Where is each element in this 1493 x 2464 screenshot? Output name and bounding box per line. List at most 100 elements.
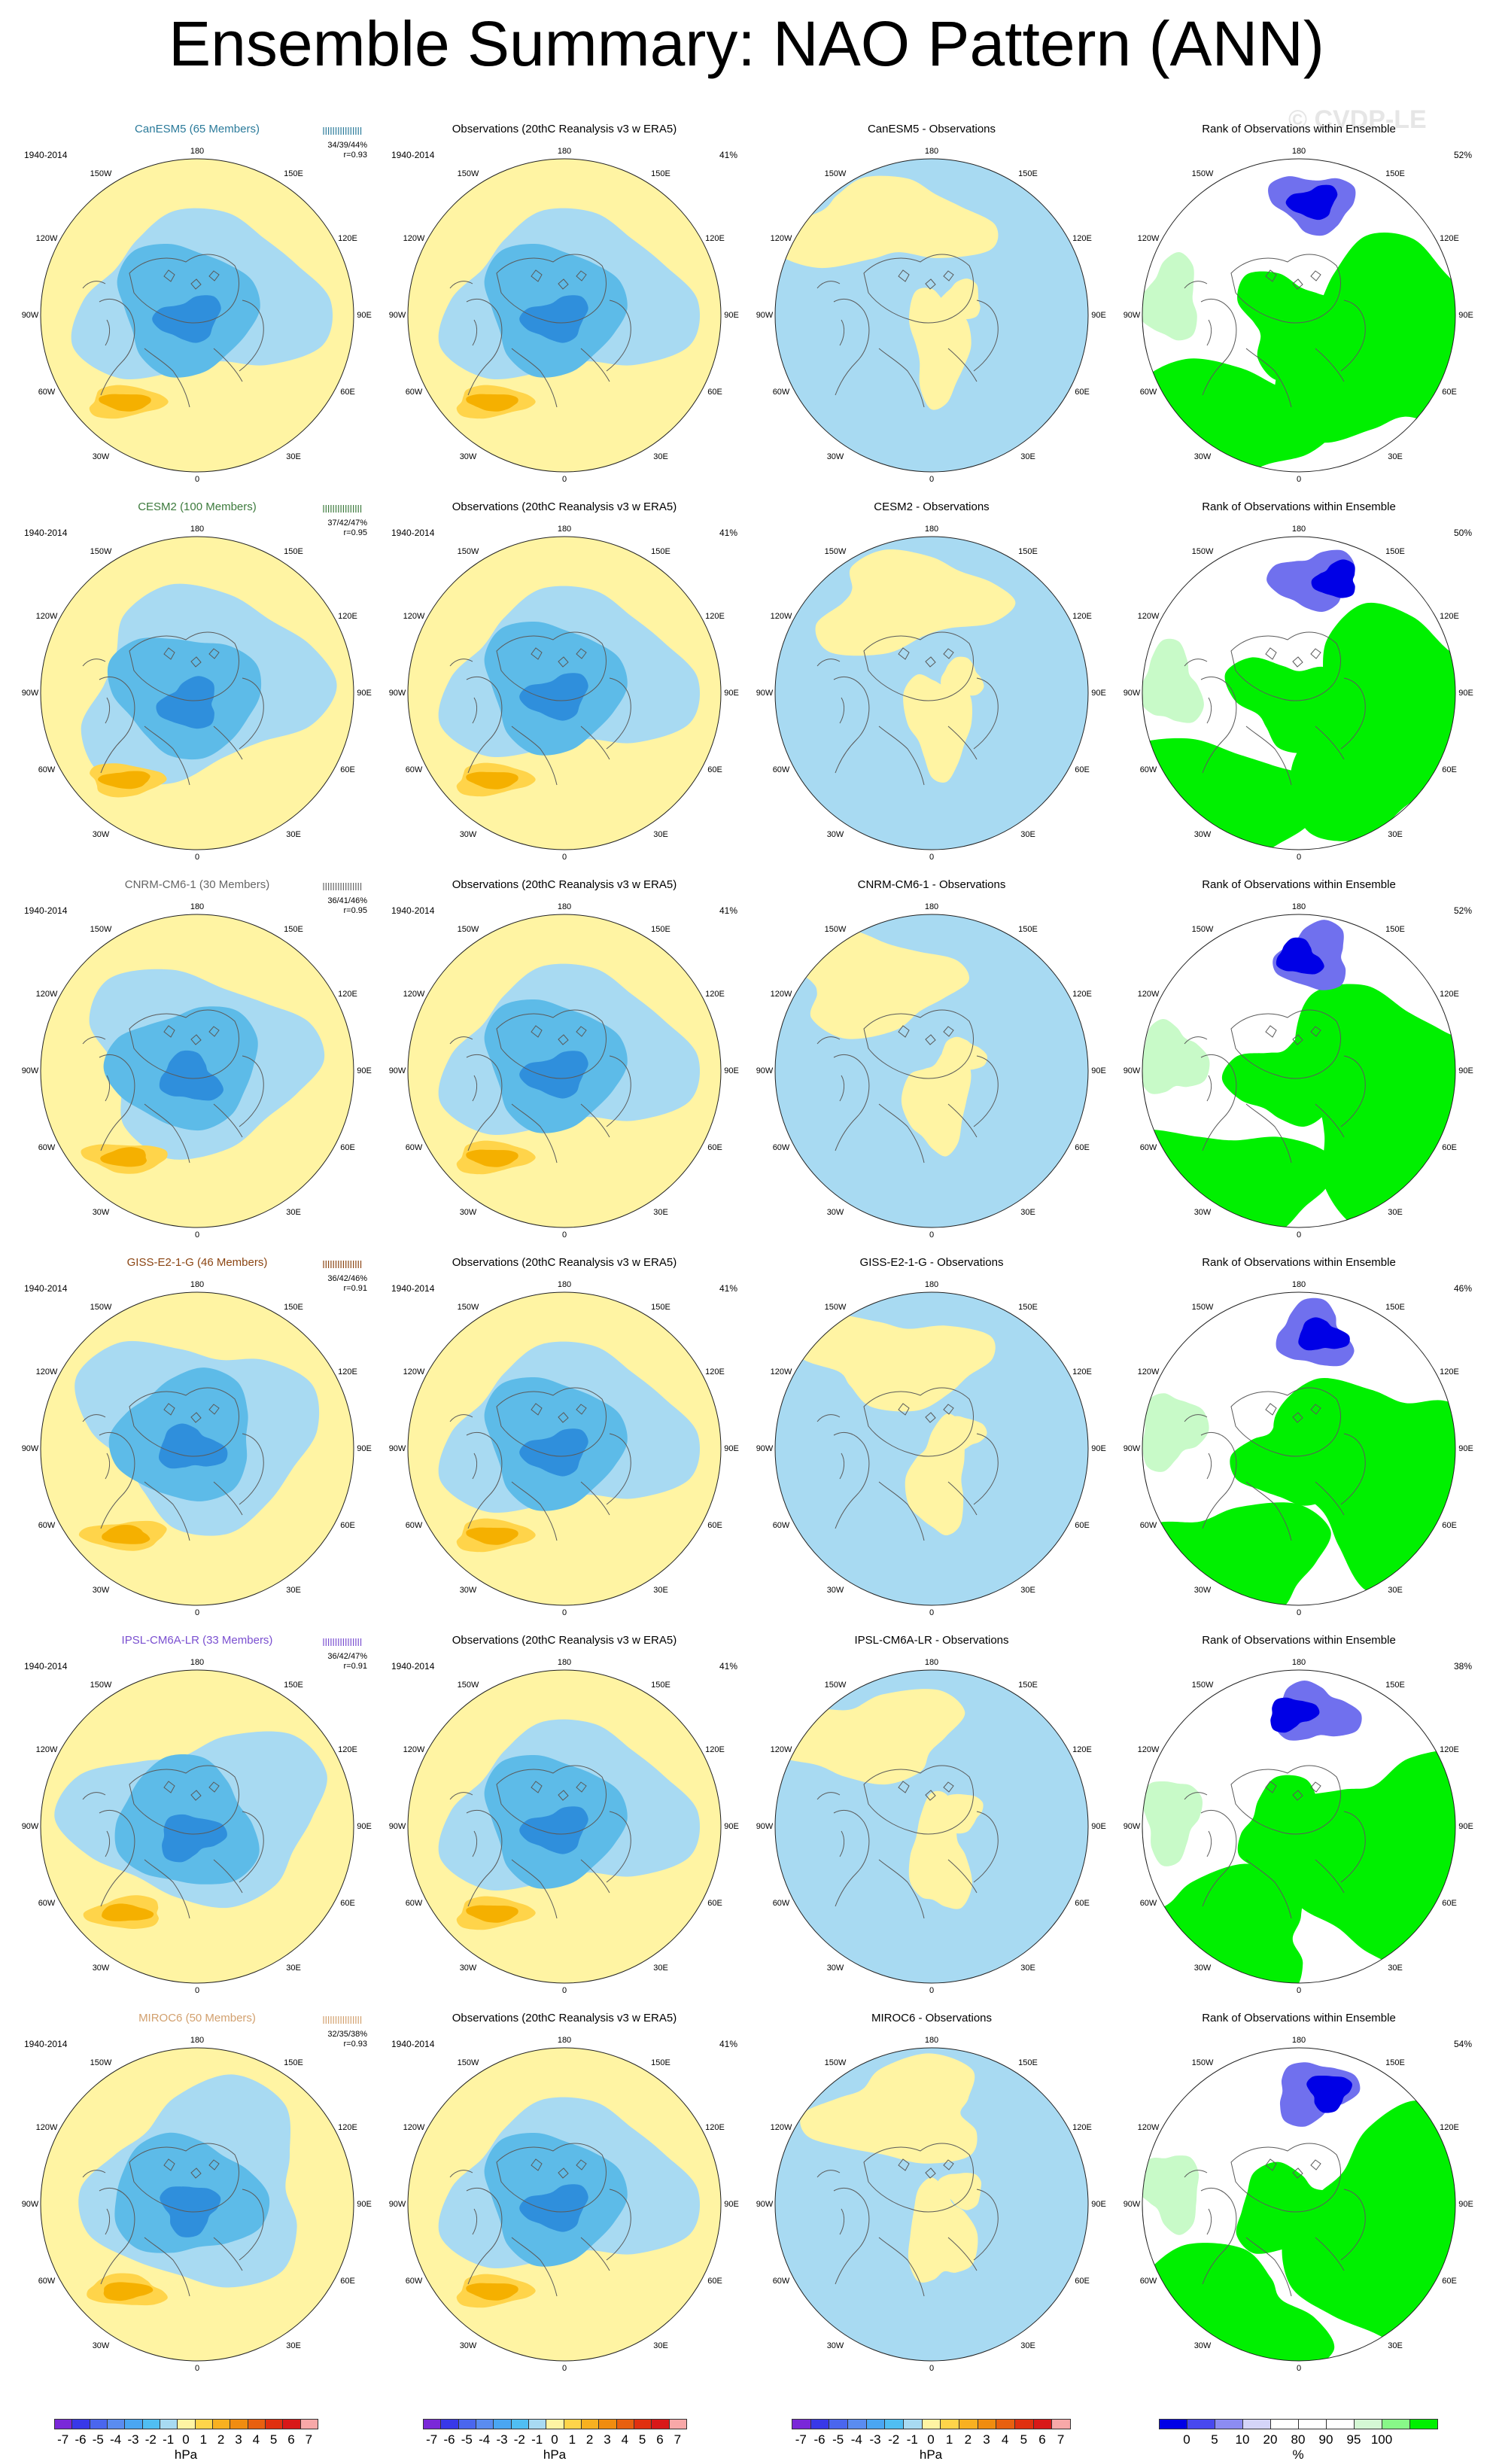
- colorbar-model: -7 -6 -5 -4 -3 -2 -1 0 1 2 3 4 5 6 7 hPa: [54, 2419, 318, 2464]
- longitude-label: 120E: [1440, 1745, 1459, 1754]
- longitude-label: 30W: [459, 1208, 477, 1217]
- longitude-label: 120W: [403, 612, 425, 621]
- longitude-label: 30W: [1193, 830, 1212, 839]
- longitude-label: 30W: [92, 2341, 110, 2350]
- diff-panel: MIROC6 - Observations 180 0 150W 150E 120W 120…: [751, 2012, 1112, 2373]
- longitude-label: 90E: [1458, 1066, 1473, 1075]
- longitude-label: 60W: [38, 1521, 56, 1530]
- obs-panel: Observations (20thC Reanalysis v3 w ERA5…: [384, 2012, 745, 2373]
- variance-percent: 52%: [1453, 905, 1472, 916]
- period-label: 1940-2014: [391, 150, 435, 160]
- longitude-label: 90E: [357, 311, 372, 320]
- colorbar-cell: [89, 2419, 108, 2429]
- colorbar-tick: -4: [850, 2432, 862, 2447]
- longitude-label: 30E: [653, 2341, 668, 2350]
- longitude-label: 150W: [1191, 1303, 1214, 1312]
- longitude-label: 120E: [1440, 2123, 1459, 2132]
- longitude-label: 90E: [357, 1444, 372, 1453]
- longitude-label: 30E: [1388, 1208, 1403, 1217]
- longitude-label: 30E: [286, 452, 301, 461]
- colorbar-tick: 5: [1020, 2432, 1028, 2447]
- model-panel: CESM2 (100 Members) 1940-2014 37/42/47% r=0…: [17, 500, 378, 862]
- pattern-correlation: r=0.95: [343, 906, 368, 915]
- longitude-label: 120W: [403, 2123, 425, 2132]
- longitude-label: 60E: [340, 388, 355, 397]
- longitude-label: 150W: [1191, 169, 1214, 178]
- longitude-label: 0: [929, 1986, 935, 1995]
- longitude-label: 90W: [388, 689, 406, 698]
- colorbar-cell: [884, 2419, 904, 2429]
- longitude-label: 60W: [405, 1521, 423, 1530]
- longitude-label: 180: [190, 1280, 205, 1289]
- colorbar-tick: -2: [513, 2432, 525, 2447]
- period-label: 1940-2014: [24, 528, 68, 538]
- longitude-label: 120W: [403, 990, 425, 999]
- longitude-label: 60W: [772, 1143, 790, 1152]
- colorbar-tick: 10: [1235, 2432, 1250, 2447]
- longitude-label: 0: [194, 853, 200, 862]
- longitude-label: 120E: [1440, 612, 1459, 621]
- longitude-label: 150E: [651, 925, 670, 934]
- longitude-label: 60E: [1442, 2277, 1457, 2286]
- rank-panel: Rank of Observations within Ensemble 50% 1…: [1118, 500, 1479, 862]
- longitude-label: 30W: [92, 830, 110, 839]
- longitude-label: 30W: [826, 1964, 844, 1973]
- colorbar-cell: [668, 2419, 687, 2429]
- longitude-label: 90E: [724, 1822, 739, 1831]
- longitude-label: 150E: [284, 547, 303, 556]
- panel-title: Rank of Observations within Ensemble: [1202, 2012, 1396, 2024]
- colorbar-tick: -3: [496, 2432, 508, 2447]
- obs-panel: Observations (20thC Reanalysis v3 w ERA5…: [384, 123, 745, 484]
- panel-title: MIROC6 - Observations: [871, 2012, 993, 2024]
- colorbar-diff: -7 -6 -5 -4 -3 -2 -1 0 1 2 3 4 5 6 7 hPa: [792, 2419, 1071, 2464]
- longitude-label: 60E: [340, 1521, 355, 1530]
- rank-panel: Rank of Observations within Ensemble 38% 1…: [1118, 1634, 1479, 1995]
- longitude-label: 60E: [1075, 2277, 1090, 2286]
- colorbar-cell: [423, 2419, 442, 2429]
- longitude-label: 30W: [1193, 1586, 1212, 1595]
- longitude-label: 180: [1291, 147, 1306, 156]
- colorbar-cell: [616, 2419, 634, 2429]
- colorbar-cell: [1298, 2419, 1327, 2429]
- longitude-label: 90W: [388, 1444, 406, 1453]
- longitude-label: 150W: [457, 1681, 479, 1690]
- longitude-label: 120W: [1137, 990, 1160, 999]
- longitude-label: 90E: [357, 2200, 372, 2209]
- colorbar-cell: [141, 2419, 160, 2429]
- longitude-label: 120W: [1137, 1367, 1160, 1376]
- longitude-label: 60E: [1075, 1143, 1090, 1152]
- period-label: 1940-2014: [391, 2039, 435, 2049]
- colorbar-cell: [247, 2419, 266, 2429]
- longitude-label: 60W: [405, 388, 423, 397]
- panel-title: IPSL-CM6A-LR (33 Members): [121, 1634, 273, 1647]
- longitude-label: 180: [924, 1658, 939, 1667]
- longitude-label: 60W: [38, 1899, 56, 1908]
- pattern-correlation: r=0.95: [343, 528, 368, 537]
- longitude-label: 90W: [21, 1444, 39, 1453]
- colorbar-tick: 6: [656, 2432, 664, 2447]
- colorbar-tick: -3: [127, 2432, 139, 2447]
- panel-title: IPSL-CM6A-LR - Observations: [854, 1634, 1009, 1647]
- colorbar-cell: [996, 2419, 1015, 2429]
- longitude-label: 120W: [35, 2123, 58, 2132]
- colorbar-tick: 2: [585, 2432, 594, 2447]
- colorbar-cell: [510, 2419, 529, 2429]
- model-panel: IPSL-CM6A-LR (33 Members) 1940-2014 36/42/…: [17, 1634, 378, 1995]
- rank-map: [1142, 2047, 1456, 2362]
- longitude-label: 0: [1296, 2364, 1302, 2373]
- polar-map: [774, 158, 1089, 473]
- longitude-label: 30E: [653, 1208, 668, 1217]
- longitude-label: 150E: [284, 925, 303, 934]
- panel-title: Rank of Observations within Ensemble: [1202, 123, 1396, 135]
- longitude-label: 150W: [90, 169, 112, 178]
- colorbar-cell: [792, 2419, 811, 2429]
- colorbar-cell: [1014, 2419, 1034, 2429]
- ensemble-spread-icon: [323, 1261, 362, 1268]
- period-label: 1940-2014: [24, 1661, 68, 1672]
- colorbar-cell: [1032, 2419, 1053, 2429]
- longitude-label: 150W: [824, 1303, 847, 1312]
- longitude-label: 30E: [1388, 830, 1403, 839]
- panel-title: GISS-E2-1-G - Observations: [859, 1256, 1004, 1269]
- longitude-label: 60W: [772, 765, 790, 774]
- longitude-label: 30E: [1020, 452, 1035, 461]
